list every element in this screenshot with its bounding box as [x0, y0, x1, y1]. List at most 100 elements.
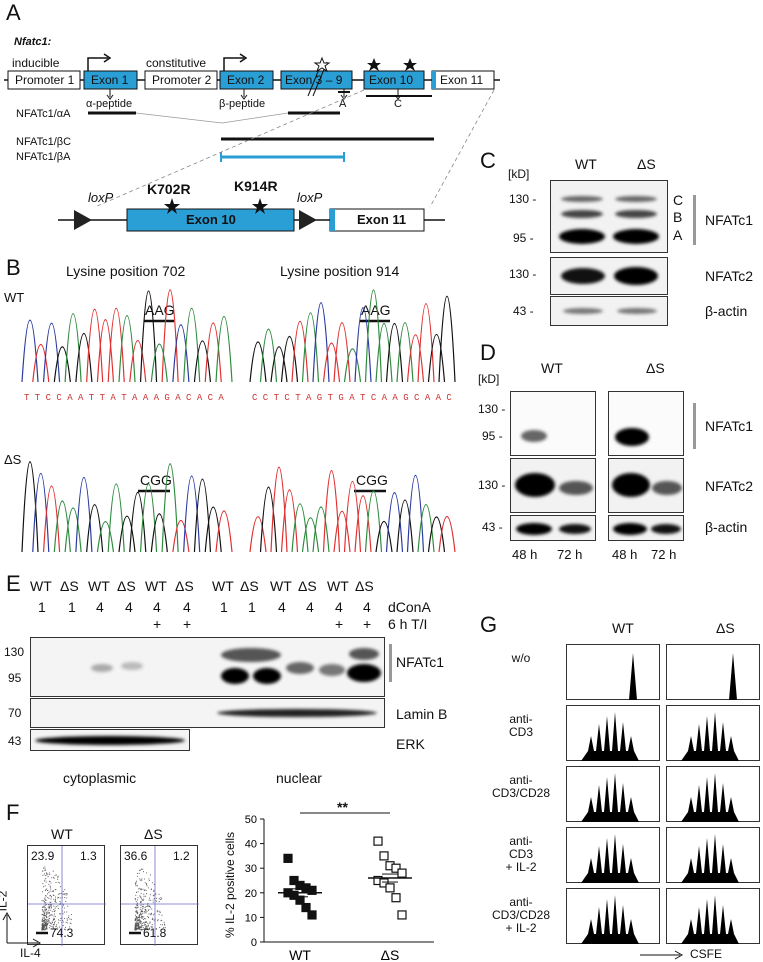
- chromatogram-peak: [396, 322, 414, 383]
- codon-wt-914: AAG: [361, 302, 391, 318]
- row-c-actin: β-actin: [705, 303, 748, 319]
- panel-label-e: E: [6, 571, 21, 596]
- histogram-fill: [581, 834, 639, 883]
- construct-exon10: Exon 10: [186, 212, 236, 227]
- chromatogram-peak: [42, 485, 61, 553]
- histogram-row-label: anti- CD3/CD28: [491, 773, 551, 800]
- promoter2: Promoter 2: [152, 73, 212, 87]
- data-point: [379, 878, 389, 888]
- blot-e-erk: [30, 729, 190, 751]
- promoter1: Promoter 1: [15, 73, 75, 87]
- data-point: [397, 868, 407, 878]
- dotplot-significance: **: [337, 799, 348, 815]
- time-d-2: 72 h: [557, 547, 583, 562]
- isoform-b: B: [673, 209, 683, 225]
- chromatogram-peak: [183, 308, 201, 383]
- lane-label: ΔS: [298, 578, 317, 594]
- chromatogram-peak: [427, 516, 446, 553]
- quadrant-ur: 1.2: [173, 849, 190, 863]
- end-c: C: [394, 98, 402, 110]
- chromatogram-peak: [385, 492, 404, 553]
- row-d-nfatc2: NFATc2: [705, 478, 753, 494]
- codon-mut-914: CGG: [356, 472, 388, 488]
- lane-dcona: 1: [68, 599, 76, 615]
- group-d-ds: ΔS: [646, 360, 665, 376]
- chromatogram-peak: [301, 517, 320, 553]
- exon10: Exon 10: [369, 73, 414, 87]
- histogram: [666, 827, 760, 883]
- marker-c-43: 43 -: [513, 304, 534, 318]
- promoter1-note: inducible: [12, 56, 60, 70]
- sequence-702: T T C C A A T T A T A A A G A C A C A: [24, 393, 224, 403]
- data-point: [307, 885, 317, 895]
- marker-d-130b: 130 -: [478, 478, 506, 492]
- quadrant-ll: 61.8: [143, 926, 167, 940]
- col-702: Lysine position 702: [66, 263, 186, 279]
- lane-label: WT: [30, 578, 52, 594]
- data-point: [391, 893, 401, 903]
- chromatogram-peak: [75, 332, 93, 383]
- marker-e-43: 43: [8, 734, 22, 748]
- histogram-fill: [681, 773, 739, 822]
- histogram: [666, 705, 760, 761]
- blot-e-nfatc1: [30, 637, 385, 697]
- chromatogram-peak: [204, 322, 222, 383]
- chromatogram-peak: [53, 346, 71, 383]
- facs-plot: 23.9 1.3 74.3: [27, 845, 106, 946]
- marker-d-95: 95 -: [482, 429, 503, 443]
- histogram-row-label: anti- CD3: [508, 712, 533, 739]
- chromatogram-peak: [259, 486, 278, 553]
- time-d-3: 48 h: [612, 547, 638, 562]
- chromatogram-peak: [406, 334, 425, 383]
- chromatogram-peak: [333, 511, 351, 553]
- chromatogram-peak: [396, 499, 414, 553]
- blot-d-wt-nfatc1: [510, 391, 596, 456]
- facs-dots: [28, 846, 106, 946]
- marker-c-95: 95 -: [513, 231, 534, 245]
- chromatogram-peak: [291, 321, 309, 383]
- histogram: [566, 888, 660, 944]
- lane-dcona: 1: [248, 599, 256, 615]
- chromatogram-peak: [150, 513, 168, 553]
- lane-ti: +: [363, 616, 372, 632]
- chromatogram-peak: [343, 348, 362, 383]
- lane-label: ΔS: [355, 578, 374, 594]
- chromatogram-peak: [96, 520, 115, 553]
- chromatogram-peak: [375, 323, 393, 383]
- lane-c-ds: ΔS: [637, 156, 656, 172]
- lane-dcona: 4: [278, 599, 286, 615]
- chromatogram-peak: [118, 515, 136, 553]
- lane-c-wt: WT: [575, 156, 597, 172]
- histogram: [566, 644, 660, 700]
- histogram-fill: [681, 895, 739, 944]
- chromatogram-peak: [32, 473, 50, 553]
- marker-c-130b: 130 -: [509, 267, 537, 281]
- facs-dots: [121, 846, 199, 946]
- g-col-ds: ΔS: [716, 620, 735, 636]
- blot-d-ds-nfatc1: [608, 391, 684, 456]
- kd-c: [kD]: [508, 167, 530, 181]
- histogram-fill: [581, 773, 639, 822]
- data-point: [295, 895, 305, 905]
- data-point: [373, 836, 383, 846]
- lane-ti: +: [183, 616, 192, 632]
- data-point: [385, 883, 395, 893]
- alpha-peptide: α-peptide: [86, 98, 133, 110]
- chromatogram-peak: [172, 324, 190, 383]
- isoform-a: A: [673, 227, 683, 243]
- chromatogram-peak: [193, 340, 212, 383]
- blot-c-actin: [550, 296, 668, 326]
- data-point: [289, 890, 299, 900]
- chromatogram-peak: [150, 343, 168, 383]
- gene-name: Nfatc1:: [14, 36, 52, 48]
- chromatogram-peak: [427, 333, 446, 383]
- y-tick-label: 40: [245, 839, 257, 851]
- quadrant-ll: 74.3: [50, 926, 74, 940]
- isoform-ba: NFATc1/βA: [16, 151, 71, 163]
- promoter2-note: constitutive: [146, 56, 207, 70]
- lane-label: ΔS: [175, 578, 194, 594]
- histogram-fill: [581, 895, 639, 944]
- data-point: [289, 875, 299, 886]
- histogram-row-label: anti- CD3 + IL-2: [505, 834, 537, 874]
